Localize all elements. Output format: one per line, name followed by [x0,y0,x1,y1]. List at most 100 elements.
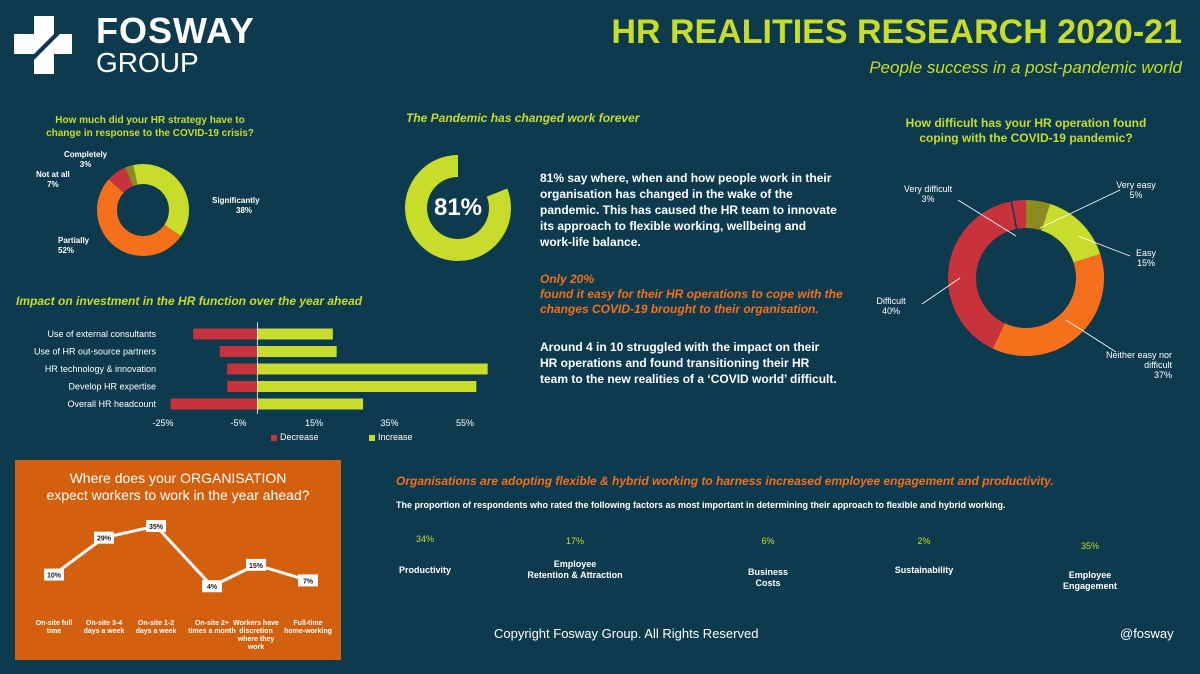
difficulty-slice-0 [1025,200,1051,231]
investment-tick-label: 35% [380,418,398,428]
legend-swatch-decrease [271,435,277,441]
factor-percent: 6% [761,536,775,546]
factor-percent: 34% [415,534,434,544]
legend-label-decrease: Decrease [280,432,319,442]
investment-bar-increase [257,328,333,340]
org-series-line [53,524,309,589]
brand-name: FOSWAY [96,10,255,51]
org-data-label: 10% [47,573,62,580]
factor-label: Productivity [398,565,451,575]
org-data-label: 29% [97,536,112,543]
footer-handle[interactable]: @fosway [1120,626,1174,641]
difficulty-leader-3 [921,277,961,305]
pandemic-headline: The Pandemic has changed work forever [406,111,640,125]
factor-label: Employee Engagement [1062,570,1117,591]
factor-label: Sustainability [894,565,954,575]
org-point: 7% [298,574,318,587]
difficulty-leader-2 [1077,235,1131,257]
pandemic-paragraph: 81% say where, when and how people work … [540,171,837,249]
investment-bar-increase [257,381,477,392]
factor-label: Employee Retention & Attraction [527,559,623,580]
investment-bar-decrease [193,328,258,340]
org-category-label: On-site 2+ times a month [188,620,235,635]
org-point: 35% [146,520,166,532]
investment-category-label: Develop HR expertise [68,382,156,392]
pandemic-only-20: Only 20% found it easy for their HR opera… [540,272,843,316]
org-category-label: On-site full time [36,620,73,635]
factor-percent: 2% [917,536,931,546]
footer-copyright: Copyright Fosway Group. All Rights Reser… [494,626,759,641]
strategy-label-not-at-all: Not at all 7% [36,170,70,189]
legend-swatch-increase [369,435,375,441]
strategy-label-partially: Partially 52% [58,236,90,255]
org-point-box [202,580,222,593]
org-point-box [246,558,266,571]
investment-category-label: Use of external consultants [47,329,156,339]
org-title: Where does your ORGANISATION expect work… [46,470,310,503]
difficulty-leader-0 [957,199,1017,237]
difficulty-separator [1010,201,1018,230]
factors-headline: Organisations are adopting flexible & hy… [396,474,1054,488]
org-category-label: Full-time home-working [284,620,332,635]
org-point: 29% [94,531,114,544]
strategy-label-completely: Completely 3% [64,150,108,169]
difficulty-label-neither: Neither easy nor difficult 37% [1105,350,1172,380]
factor-percent: 35% [1080,541,1099,551]
org-point: 15% [246,558,266,571]
difficulty-label-very-easy: Very easy 5% [1116,180,1156,200]
difficulty-slice-1 [1040,203,1101,264]
factor-label: Business Costs [747,567,789,588]
difficulty-leader-4 [1065,319,1117,353]
investment-tick-label: -25% [152,418,173,428]
org-point-box [44,568,64,581]
investment-category-label: HR technology & innovation [45,364,156,374]
org-data-label: 7% [303,578,314,585]
strategy-slice-0 [125,165,138,187]
investment-bar-decrease [227,363,258,375]
strategy-slice-1 [133,164,189,237]
org-point-box [146,520,166,532]
legend-label-increase: Increase [378,432,413,442]
investment-category-label: Overall HR headcount [67,399,156,409]
difficulty-label-easy: Easy 15% [1135,248,1156,268]
page-subtitle: People success in a post-pandemic world [869,58,1182,77]
pandemic-struggled: Around 4 in 10 struggled with the impact… [540,340,837,386]
investment-tick-label: -5% [230,418,246,428]
investment-bar-decrease [227,381,258,392]
investment-bar-decrease [219,346,258,357]
pandemic-ring-value [405,155,511,261]
org-category-label: Workers have discretion where they work [233,620,279,651]
investment-tick-label: 15% [305,418,323,428]
org-category-label: On-site 1-2 days a week [136,620,177,635]
org-data-label: 15% [249,563,264,570]
strategy-label-significantly: Significantly 38% [212,196,260,215]
org-point: 10% [44,568,64,581]
org-category-label: On-site 3-4 days a week [84,620,125,635]
org-data-label: 4% [207,584,218,591]
difficulty-slice-2 [992,253,1104,356]
difficulty-title: How difficult has your HR operation foun… [905,116,1147,145]
pandemic-percent: 81% [433,194,483,221]
investment-title: Impact on investment in the HR function … [16,294,363,308]
difficulty-slice-3 [948,201,1018,349]
difficulty-leader-1 [1039,189,1121,229]
strategy-slice-2 [97,179,181,256]
investment-bar-increase [257,398,364,410]
org-point-box [94,531,114,544]
investment-bar-increase [257,363,488,375]
investment-tick-label: 55% [456,418,474,428]
investment-bar-decrease [170,398,258,410]
org-point: 4% [202,580,222,593]
strategy-title: How much did your HR strategy have to cha… [46,115,254,139]
strategy-slice-3 [108,167,134,194]
org-point-box [298,574,318,587]
factors-subtitle: The proportion of respondents who rated … [396,500,1006,510]
org-data-label: 35% [149,524,164,531]
investment-category-label: Use of HR out-source partners [34,347,157,357]
brand-group: GROUP [96,47,199,78]
